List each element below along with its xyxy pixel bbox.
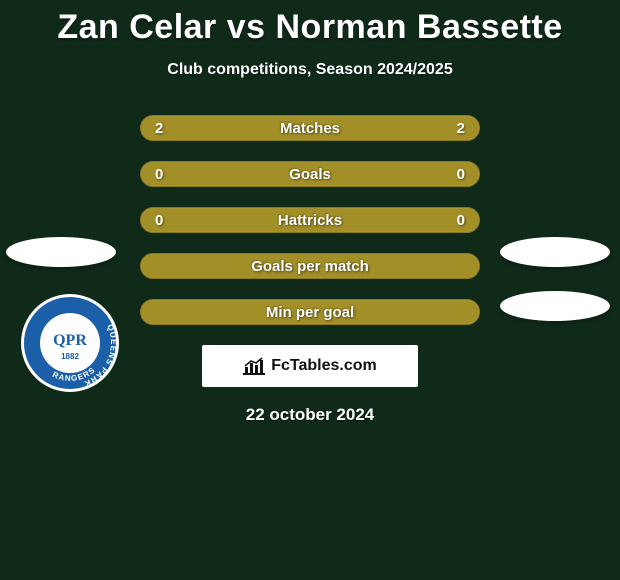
stat-label: Min per goal	[266, 304, 354, 321]
club-right-badge-placeholder	[500, 291, 610, 321]
stat-value-right: 0	[457, 166, 465, 183]
svg-text:1882: 1882	[61, 352, 79, 361]
club-left-badge: QUEENS PARK RANGERS QPR 1882	[20, 293, 120, 393]
attribution-text: FcTables.com	[271, 357, 377, 375]
stat-value-right: 2	[457, 120, 465, 137]
attribution-badge: FcTables.com	[202, 345, 418, 387]
stat-value-left: 0	[155, 166, 163, 183]
stat-value-left: 0	[155, 212, 163, 229]
stat-label: Goals per match	[251, 258, 369, 275]
player-right-avatar-placeholder	[500, 237, 610, 267]
date-text: 22 october 2024	[0, 405, 620, 425]
stat-value-right: 0	[457, 212, 465, 229]
stat-label: Matches	[280, 120, 340, 137]
stat-value-left: 2	[155, 120, 163, 137]
subtitle: Club competitions, Season 2024/2025	[0, 61, 620, 79]
player-left-avatar-placeholder	[6, 237, 116, 267]
stat-row-goals: 0 Goals 0	[140, 161, 480, 187]
svg-text:QPR: QPR	[53, 332, 87, 349]
stat-row-matches: 2 Matches 2	[140, 115, 480, 141]
stat-bars: 2 Matches 2 0 Goals 0 0 Hattricks 0 Goal…	[140, 115, 480, 325]
chart-icon	[243, 357, 265, 375]
qpr-badge-icon: QUEENS PARK RANGERS QPR 1882	[20, 293, 120, 393]
stats-area: QUEENS PARK RANGERS QPR 1882 2 Matches 2…	[0, 115, 620, 425]
page-title: Zan Celar vs Norman Bassette	[0, 0, 620, 47]
stat-row-min-per-goal: Min per goal	[140, 299, 480, 325]
stat-label: Goals	[289, 166, 331, 183]
stat-row-goals-per-match: Goals per match	[140, 253, 480, 279]
stat-row-hattricks: 0 Hattricks 0	[140, 207, 480, 233]
stat-label: Hattricks	[278, 212, 342, 229]
